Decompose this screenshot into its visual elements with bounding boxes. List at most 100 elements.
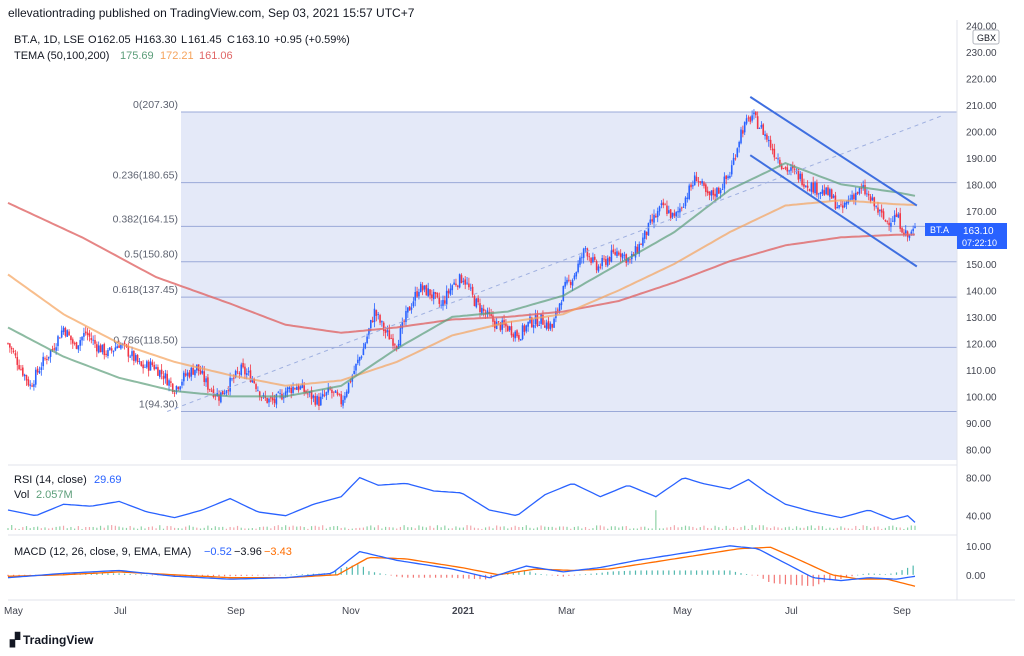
volume-bar <box>29 528 31 530</box>
candle-body <box>740 129 742 144</box>
macd-histogram-bar <box>784 574 787 585</box>
candle-body <box>59 337 61 339</box>
currency-badge[interactable] <box>972 29 1000 45</box>
volume-bar <box>869 528 872 530</box>
candle-body <box>103 344 106 356</box>
candle-body <box>812 182 814 193</box>
candle-body <box>825 187 827 194</box>
candle-body <box>860 187 863 189</box>
volume-bar <box>329 526 331 530</box>
volume-bar <box>325 528 327 530</box>
volume-bar <box>318 526 320 530</box>
legend-high: 163.30 <box>143 34 177 46</box>
volume-bar <box>40 528 42 530</box>
candle-body <box>107 350 109 356</box>
volume-bar <box>281 526 283 530</box>
candle-body <box>832 195 835 198</box>
volume-bar <box>159 525 161 530</box>
volume-bar <box>914 525 916 530</box>
macd-histogram-bar <box>623 570 625 575</box>
volume-bar <box>55 526 57 530</box>
macd-histogram-bar <box>401 574 403 578</box>
volume-bar <box>33 526 35 530</box>
candle-body <box>590 257 592 263</box>
macd-histogram-bar <box>807 574 809 586</box>
candle-body <box>120 344 122 349</box>
volume-bar <box>803 527 805 530</box>
volume-bar <box>551 526 553 530</box>
candle-body <box>183 372 185 382</box>
candle-body <box>310 390 313 400</box>
candle-body <box>71 339 74 344</box>
candle-body <box>803 184 805 187</box>
candle-body <box>295 386 298 390</box>
macd-histogram-bar <box>712 570 714 575</box>
legend-open: 162.05 <box>97 34 131 46</box>
candle-body <box>703 182 705 186</box>
candle-body <box>208 389 211 391</box>
legend-change: +0.95 (+0.59%) <box>274 34 350 46</box>
time-tick-label: May <box>673 606 692 617</box>
candle-body <box>769 139 772 148</box>
volume-bar <box>699 527 701 530</box>
macd-histogram-bar <box>612 571 614 575</box>
candle-body <box>482 308 485 312</box>
candle-body <box>466 282 468 284</box>
macd-histogram-bar <box>912 565 914 575</box>
volume-bar <box>851 528 853 530</box>
candle-body <box>651 219 653 222</box>
candle-body <box>312 395 315 398</box>
candle-body <box>23 374 26 377</box>
candle-body <box>877 207 879 213</box>
volume-bar <box>529 527 531 530</box>
volume-bar <box>651 528 653 530</box>
candle-body <box>233 377 235 379</box>
macd-histogram-bar <box>884 574 886 575</box>
candle-body <box>44 358 46 360</box>
rsi-value: 29.69 <box>94 474 122 486</box>
candle-body <box>349 381 352 383</box>
candle-body <box>697 181 700 182</box>
volume-bar <box>540 525 542 530</box>
volume-bar <box>884 527 886 530</box>
candle-body <box>738 141 740 148</box>
candle-body <box>370 319 372 329</box>
candle-body <box>730 165 733 175</box>
volume-bar <box>236 525 239 530</box>
volume-bar <box>92 526 94 530</box>
candle-body <box>338 393 341 395</box>
volume-bar <box>225 528 228 530</box>
price-tick-label: 170.00 <box>966 207 997 218</box>
candle-body <box>358 357 361 361</box>
tradingview-logo[interactable]: ▞ TradingView <box>10 632 93 648</box>
candle-body <box>462 280 465 282</box>
macd-histogram-bar <box>895 572 898 575</box>
macd-histogram-bar <box>268 574 270 576</box>
fib-level-label: 0.5(150.80) <box>124 249 178 261</box>
time-tick-label: 2021 <box>452 606 475 617</box>
macd-histogram-bar <box>729 570 731 575</box>
volume-bar <box>181 528 183 530</box>
volume-bar <box>484 527 487 530</box>
candle-body <box>357 359 359 364</box>
candle-body <box>138 361 141 362</box>
candle-body <box>321 393 324 397</box>
candle-body <box>577 263 579 273</box>
candle-body <box>373 308 376 323</box>
candle-body <box>512 334 515 338</box>
candle-body <box>464 279 467 285</box>
volume-bar <box>370 525 372 530</box>
volume-bar <box>629 528 631 530</box>
candle-body <box>99 345 102 353</box>
volume-bar <box>48 528 50 530</box>
price-tick-label: 90.00 <box>966 419 991 430</box>
candle-body <box>421 285 424 291</box>
macd-histogram-bar <box>146 574 148 576</box>
candle-body <box>70 335 72 341</box>
volume-bar <box>59 526 61 530</box>
macd-histogram-bar <box>534 573 537 575</box>
candle-body <box>545 322 548 329</box>
macd-histogram-bar <box>762 574 764 579</box>
candle-body <box>742 130 744 134</box>
